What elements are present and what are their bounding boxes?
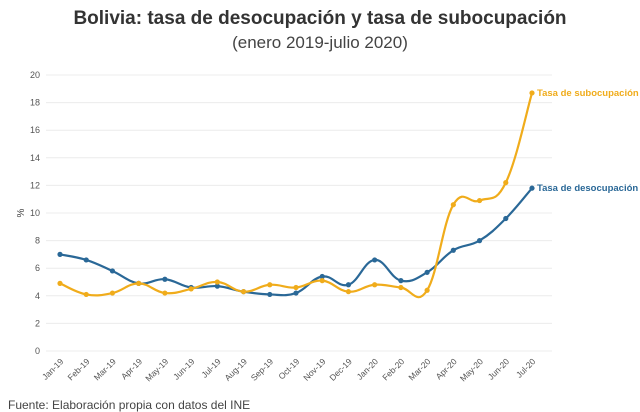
data-point	[57, 251, 63, 257]
y-tick-label: 14	[30, 153, 40, 163]
x-tick-label: May-20	[458, 356, 485, 383]
data-point	[109, 290, 116, 296]
series-line	[59, 187, 533, 297]
data-point	[214, 279, 220, 285]
source-note: Fuente: Elaboración propia con datos del…	[8, 398, 251, 412]
data-point	[267, 291, 273, 298]
data-point	[319, 278, 325, 284]
chart-subtitle: (enero 2019-julio 2020)	[232, 33, 408, 52]
data-point	[372, 257, 378, 263]
data-point	[109, 268, 116, 274]
data-point	[503, 180, 509, 186]
data-point	[214, 283, 220, 289]
series-label: Tasa de subocupación	[537, 88, 639, 99]
data-point	[398, 278, 404, 284]
data-point	[529, 185, 535, 191]
x-tick-label: Mar-19	[92, 356, 118, 382]
data-point	[503, 215, 509, 222]
y-tick-label: 6	[35, 263, 40, 273]
x-tick-label: Jun-19	[171, 356, 197, 382]
x-tick-label: Dec-19	[327, 356, 354, 383]
data-point	[529, 90, 535, 96]
x-tick-label: Aug-19	[223, 356, 250, 383]
x-tick-label: Feb-20	[380, 356, 406, 382]
y-tick-label: 10	[30, 208, 40, 218]
data-point	[267, 282, 273, 288]
x-tick-label: Nov-19	[301, 356, 328, 383]
y-tick-label: 4	[35, 291, 40, 301]
y-tick-label: 18	[30, 98, 40, 108]
data-point	[136, 280, 142, 286]
data-point	[83, 291, 89, 298]
data-point	[83, 257, 89, 263]
x-tick-label: Apr-20	[434, 356, 459, 381]
data-point	[57, 280, 63, 286]
data-point	[372, 282, 378, 288]
data-point	[424, 287, 430, 293]
series-label: Tasa de desocupación	[537, 183, 638, 194]
y-tick-label: 8	[35, 236, 40, 246]
data-point	[424, 269, 430, 275]
data-point	[450, 247, 456, 253]
series-line	[59, 92, 534, 299]
x-tick-label: Jun-20	[486, 356, 512, 382]
data-point	[319, 273, 325, 280]
x-tick-label: Jan-19	[40, 356, 66, 382]
x-tick-label: May-19	[143, 356, 170, 383]
y-tick-label: 12	[30, 180, 40, 190]
data-point	[293, 284, 299, 291]
y-axis-label: %	[16, 208, 27, 217]
data-point	[162, 276, 168, 282]
x-tick-label: Sep-19	[249, 356, 276, 383]
x-tick-label: Jul-19	[199, 356, 223, 380]
data-point	[345, 282, 352, 288]
x-tick-label: Oct-19	[276, 356, 301, 381]
data-point	[476, 238, 483, 244]
data-point	[240, 289, 247, 295]
data-point	[188, 286, 194, 292]
data-point	[162, 290, 168, 296]
x-tick-label: Feb-19	[66, 356, 92, 382]
y-tick-label: 2	[35, 318, 40, 328]
y-tick-label: 16	[30, 125, 40, 135]
y-tick-label: 0	[35, 346, 40, 356]
x-tick-label: Apr-19	[119, 356, 144, 381]
data-point	[293, 290, 299, 296]
data-point	[476, 197, 483, 204]
data-point	[345, 289, 352, 295]
chart-title: Bolivia: tasa de desocupación y tasa de …	[73, 8, 567, 29]
data-point	[398, 284, 404, 291]
data-point	[450, 202, 456, 208]
x-tick-label: Jul-20	[514, 356, 538, 380]
x-tick-label: Mar-20	[406, 356, 432, 382]
y-tick-label: 20	[30, 70, 40, 80]
x-tick-label: Jan-20	[355, 356, 381, 382]
